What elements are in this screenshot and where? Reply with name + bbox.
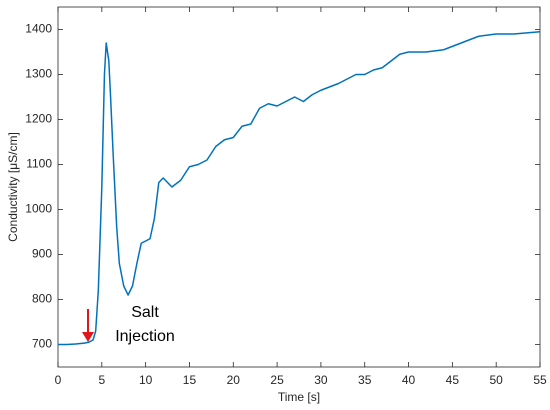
x-tick-label: 25 (270, 373, 284, 387)
x-axis-label: Time [s] (278, 390, 320, 404)
y-tick-label: 800 (32, 292, 52, 306)
arrow-head (82, 332, 94, 342)
x-tick-label: 50 (490, 373, 504, 387)
arrow (82, 309, 94, 342)
x-tick-label: 10 (139, 373, 153, 387)
x-tick-label: 55 (533, 373, 547, 387)
x-tick-label: 40 (402, 373, 416, 387)
x-tick-label: 30 (314, 373, 328, 387)
y-axis-label: Conductivity [μS/cm] (6, 132, 20, 242)
y-tick-label: 1100 (26, 157, 52, 171)
data-line (58, 31, 541, 346)
x-tick-label: 15 (183, 373, 197, 387)
y-tick-label: 1400 (25, 22, 52, 36)
y-tick-label: 1300 (25, 67, 52, 81)
y-tick-label: 1200 (25, 112, 52, 126)
annotation: Injection (115, 328, 175, 345)
x-tick-label: 45 (446, 373, 460, 387)
x-tick-label: 5 (98, 373, 105, 387)
x-tick-label: 20 (227, 373, 241, 387)
y-tick-label: 1000 (25, 202, 52, 216)
annotation: Salt (131, 304, 159, 321)
plot-frame (57, 6, 541, 368)
x-tick-label: 35 (358, 373, 372, 387)
y-tick-label: 900 (32, 247, 52, 261)
y-tick-label: 700 (32, 337, 52, 351)
x-tick-label: 0 (55, 373, 62, 387)
